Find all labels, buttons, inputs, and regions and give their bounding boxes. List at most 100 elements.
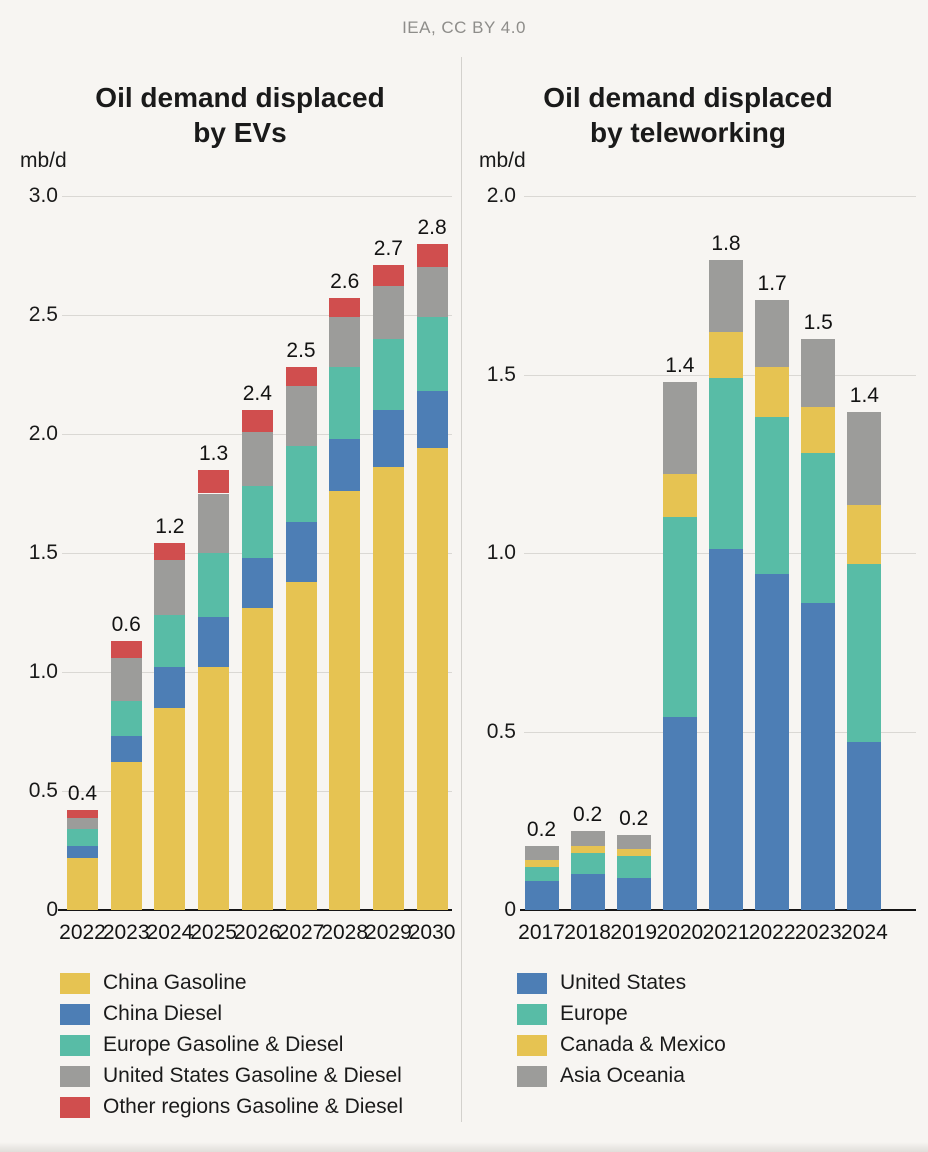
x-tick-2027: 2027: [277, 921, 325, 944]
bar-2026-segment-china-gasoline: [241, 607, 273, 910]
x-tick-2024: 2024: [841, 921, 888, 944]
bar-2021-total-label: 1.8: [711, 232, 741, 256]
bar-2024-segment-canada-mexico: [847, 504, 882, 564]
bar-2026-segment-europe-gasoline-diesel: [241, 486, 273, 558]
bar-2029-segment-other-regions-gasoline-diesel: [372, 265, 404, 287]
x-tick-2030: 2030: [408, 921, 456, 944]
legend-label-asia-oceania: Asia Oceania: [560, 1064, 685, 1087]
bar-2020-total-label: 1.4: [665, 353, 695, 377]
x-tick-2023: 2023: [102, 921, 150, 944]
bottom-edge-shade: [0, 1142, 928, 1152]
legend-label-canada-mexico: Canada & Mexico: [560, 1033, 726, 1056]
bar-2017-segment-asia-oceania: [524, 845, 559, 860]
bar-2022-segment-china-diesel: [67, 845, 98, 858]
bar-2020-segment-canada-mexico: [662, 474, 697, 518]
legend-swatch-asia-oceania: [517, 1065, 547, 1087]
bar-2024-segment-other-regions-gasoline-diesel: [154, 543, 186, 561]
bar-2022-segment-united-states-gasoline-diesel: [67, 818, 98, 830]
bar-2029-segment-europe-gasoline-diesel: [372, 338, 404, 411]
bar-2029-segment-china-diesel: [372, 410, 404, 468]
y-tick-0: 0: [46, 898, 58, 921]
bar-2020-segment-asia-oceania: [662, 381, 697, 475]
bar-2030-segment-united-states-gasoline-diesel: [416, 267, 448, 318]
legend-swatch-china-diesel: [60, 1003, 90, 1025]
legend-swatch-canada-mexico: [517, 1034, 547, 1056]
bar-2024-segment-united-states: [847, 742, 882, 910]
bar-2030-segment-china-gasoline: [416, 448, 448, 910]
bar-2025-segment-china-gasoline: [198, 667, 230, 910]
x-tick-2025: 2025: [190, 921, 237, 944]
y-tick-1.0: 1.0: [28, 660, 58, 683]
bar-2022-total-label: 1.7: [757, 271, 787, 295]
legend-label-united-states-gasoline-diesel: United States Gasoline & Diesel: [103, 1064, 402, 1087]
x-tick-2021: 2021: [702, 921, 750, 944]
bar-2018-segment-asia-oceania: [570, 831, 605, 846]
x-tick-2024: 2024: [146, 921, 194, 944]
legend-item-asia-oceania: Asia Oceania: [517, 1064, 685, 1088]
x-tick-2018: 2018: [564, 921, 611, 944]
bar-2027-segment-united-states-gasoline-diesel: [285, 386, 317, 446]
bar-2017-segment-europe: [524, 867, 559, 882]
y-tick-2.5: 2.5: [28, 303, 58, 326]
bar-2024-total-label: 1.4: [849, 383, 879, 407]
x-tick-2017: 2017: [518, 921, 565, 944]
bar-2019-segment-canada-mexico: [616, 849, 651, 857]
bar-2021-segment-canada-mexico: [709, 331, 744, 379]
bar-2028-segment-other-regions-gasoline-diesel: [329, 298, 361, 318]
legend-swatch-europe: [517, 1003, 547, 1025]
x-tick-2026: 2026: [233, 921, 281, 944]
legend-item-united-states: United States: [517, 971, 686, 995]
bar-2023-segment-asia-oceania: [801, 338, 836, 407]
bar-2023-segment-china-gasoline: [110, 762, 142, 910]
y-tick-1.5: 1.5: [28, 541, 58, 564]
bar-2030-segment-other-regions-gasoline-diesel: [416, 243, 448, 268]
bar-2023-segment-united-states: [801, 602, 836, 910]
bar-2026-segment-united-states-gasoline-diesel: [241, 431, 273, 487]
bar-2026-total-label: 2.4: [242, 382, 272, 406]
bar-2023-segment-china-diesel: [110, 736, 142, 763]
bar-2021-segment-asia-oceania: [709, 260, 744, 332]
bar-2023-total-label: 1.5: [803, 310, 833, 334]
x-tick-2022: 2022: [748, 921, 796, 944]
bar-2025-segment-other-regions-gasoline-diesel: [198, 469, 230, 494]
bar-2024-segment-united-states-gasoline-diesel: [154, 560, 186, 615]
bar-2023-segment-united-states-gasoline-diesel: [110, 657, 142, 701]
y-tick-3.0: 3.0: [28, 184, 58, 207]
bar-2021-segment-united-states: [709, 549, 744, 910]
x-tick-2023: 2023: [794, 921, 842, 944]
bar-2026-segment-china-diesel: [241, 557, 273, 608]
y-tick-2.0: 2.0: [486, 184, 516, 207]
legend-item-canada-mexico: Canada & Mexico: [517, 1033, 726, 1057]
bar-2022-segment-canada-mexico: [755, 367, 790, 418]
y-tick-0: 0: [504, 898, 516, 921]
legend-item-china-diesel: China Diesel: [60, 1002, 222, 1026]
bar-2017-total-label: 0.2: [526, 817, 557, 841]
bar-2020-segment-europe: [662, 517, 697, 718]
gridline-3.0: [62, 196, 452, 197]
bar-2027-total-label: 2.5: [286, 339, 316, 363]
gridline-2.0: [524, 196, 916, 197]
panel-divider: [461, 57, 462, 1122]
bar-2023-segment-europe-gasoline-diesel: [110, 700, 142, 737]
x-tick-2022: 2022: [59, 921, 106, 944]
bar-2022-total-label: 0.4: [67, 782, 98, 806]
x-tick-2020: 2020: [656, 921, 704, 944]
legend-swatch-china-gasoline: [60, 972, 90, 994]
bar-2030-segment-china-diesel: [416, 391, 448, 449]
bar-2025-segment-united-states-gasoline-diesel: [198, 493, 230, 553]
bar-2022-segment-china-gasoline: [67, 857, 98, 910]
x-tick-2029: 2029: [365, 921, 412, 944]
bar-2028-segment-europe-gasoline-diesel: [329, 367, 361, 439]
bar-2024-segment-asia-oceania: [847, 411, 882, 505]
legend-label-china-gasoline: China Gasoline: [103, 971, 247, 994]
legend-item-europe: Europe: [517, 1002, 628, 1026]
legend-label-other-regions-gasoline-diesel: Other regions Gasoline & Diesel: [103, 1095, 403, 1118]
ev-chart-title: Oil demand displaced by EVs: [28, 80, 452, 150]
bar-2022-segment-asia-oceania: [755, 299, 790, 368]
ev-chart-unit-label: mb/d: [20, 149, 67, 172]
bar-2018-segment-canada-mexico: [570, 845, 605, 853]
bar-2025-total-label: 1.3: [198, 441, 229, 465]
bar-2023-segment-europe: [801, 453, 836, 603]
